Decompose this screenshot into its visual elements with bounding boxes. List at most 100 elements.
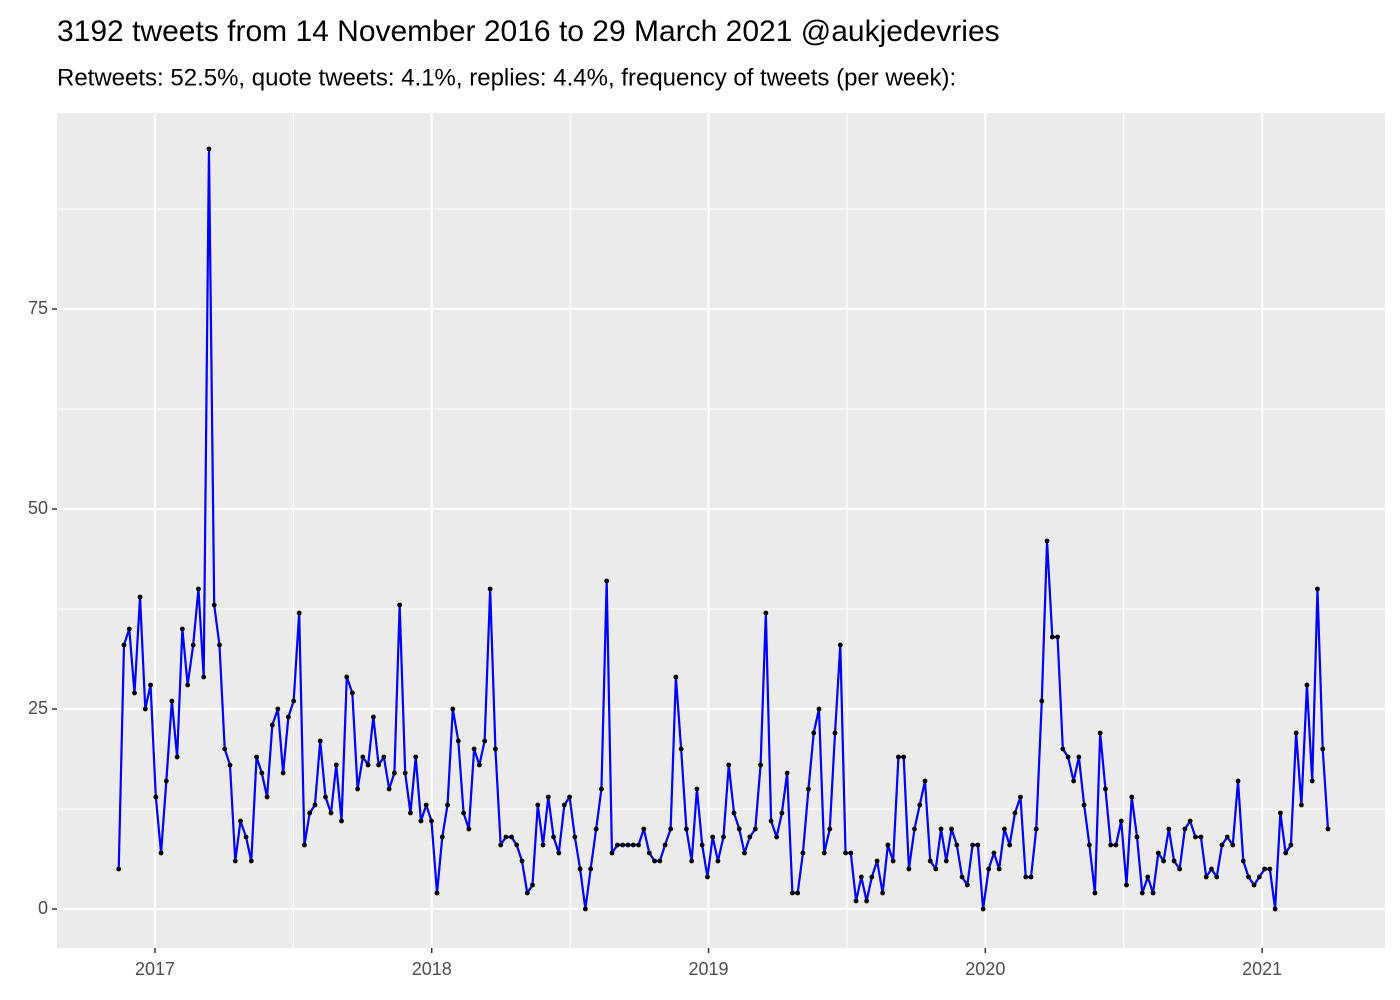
y-tick-label: 75 — [28, 298, 48, 318]
data-point — [943, 858, 949, 864]
data-point — [779, 810, 785, 816]
data-point — [519, 858, 525, 864]
data-point — [1134, 834, 1140, 840]
data-point — [1055, 634, 1060, 640]
data-point — [927, 858, 933, 864]
data-point — [439, 834, 445, 840]
data-point — [423, 802, 429, 808]
data-point — [222, 746, 228, 752]
data-point — [1161, 858, 1166, 864]
data-point — [307, 810, 313, 816]
x-tick-label: 2020 — [965, 959, 1005, 979]
data-point — [302, 842, 307, 848]
data-point — [938, 826, 944, 832]
data-point — [1108, 842, 1114, 848]
data-point — [365, 762, 371, 768]
data-point — [179, 626, 185, 632]
data-point — [620, 842, 626, 848]
data-point — [853, 898, 859, 904]
data-point — [132, 690, 137, 696]
data-point — [1007, 842, 1013, 848]
data-point — [1224, 834, 1230, 840]
data-point — [1309, 778, 1315, 784]
data-point — [524, 890, 530, 896]
data-point — [461, 810, 466, 816]
data-point — [678, 746, 684, 752]
data-point — [323, 794, 328, 800]
data-point — [906, 866, 912, 872]
data-point — [996, 866, 1002, 872]
data-point — [328, 810, 334, 816]
data-point — [800, 850, 806, 856]
data-point — [896, 754, 901, 760]
data-point — [1171, 858, 1177, 864]
data-point — [275, 706, 281, 712]
data-point — [429, 818, 434, 824]
data-point — [1065, 754, 1071, 760]
data-point — [710, 834, 716, 840]
chart-title: 3192 tweets from 14 November 2016 to 29 … — [57, 15, 1000, 48]
data-point — [360, 754, 366, 760]
data-point — [832, 730, 838, 736]
data-point — [185, 682, 191, 688]
data-point — [1033, 826, 1039, 832]
y-tick-label: 50 — [28, 498, 48, 518]
data-point — [1193, 834, 1198, 840]
data-point — [285, 714, 291, 720]
data-point — [376, 762, 382, 768]
data-point — [1187, 818, 1193, 824]
data-point — [434, 890, 440, 896]
data-point — [206, 146, 212, 152]
x-tick-label: 2017 — [135, 959, 175, 979]
data-point — [291, 698, 297, 704]
data-point — [476, 762, 482, 768]
data-point — [975, 842, 981, 848]
data-point — [821, 850, 827, 856]
data-point — [1124, 882, 1129, 888]
data-point — [1209, 866, 1214, 872]
data-point — [217, 642, 222, 648]
data-point — [1081, 802, 1087, 808]
data-point — [615, 842, 620, 848]
data-point — [471, 746, 477, 752]
data-point — [1283, 850, 1289, 856]
data-point — [964, 882, 970, 888]
data-point — [641, 826, 647, 832]
data-point — [1235, 778, 1241, 784]
data-point — [1113, 842, 1119, 848]
data-point — [1325, 826, 1331, 832]
data-point — [1044, 538, 1050, 544]
data-point — [922, 778, 928, 784]
data-point — [148, 682, 153, 688]
data-point — [843, 850, 848, 856]
data-point — [121, 642, 127, 648]
data-point — [269, 722, 275, 728]
data-point — [848, 850, 854, 856]
data-point — [991, 850, 997, 856]
data-point — [646, 850, 652, 856]
data-point — [1293, 730, 1299, 736]
data-point — [604, 578, 610, 584]
data-point — [211, 602, 217, 608]
data-point — [498, 842, 504, 848]
data-point — [1272, 906, 1278, 912]
data-point — [248, 858, 254, 864]
data-point — [391, 770, 397, 776]
data-point — [567, 794, 573, 800]
data-point — [980, 906, 986, 912]
data-point — [116, 866, 122, 872]
data-point — [736, 826, 742, 832]
data-point — [790, 890, 795, 896]
data-point — [482, 738, 488, 744]
data-point — [370, 714, 376, 720]
data-point — [418, 818, 424, 824]
data-point — [763, 610, 769, 616]
data-point — [1304, 682, 1310, 688]
data-point — [1246, 874, 1251, 880]
data-point — [339, 818, 344, 824]
data-point — [864, 898, 869, 904]
data-point — [1166, 826, 1172, 832]
data-point — [493, 746, 498, 752]
data-point — [540, 842, 546, 848]
